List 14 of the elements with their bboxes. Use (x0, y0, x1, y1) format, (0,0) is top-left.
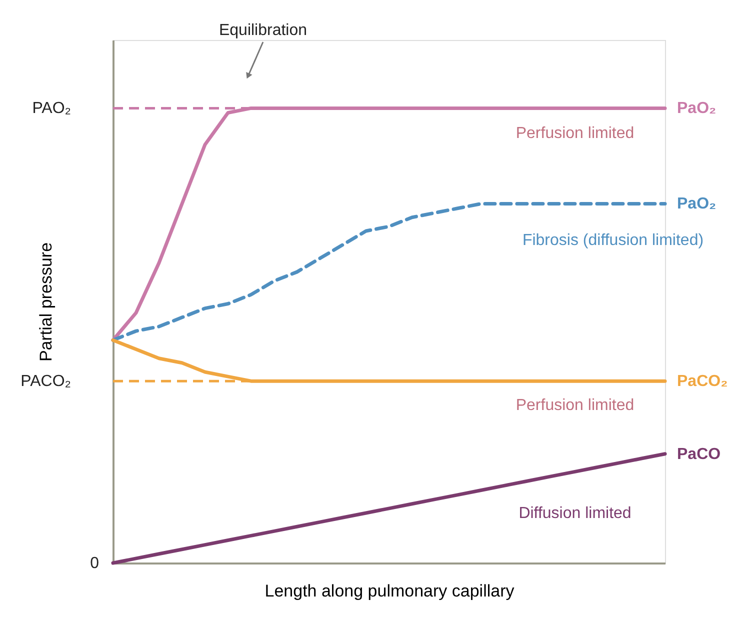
ref-line-label: PAO₂ (32, 100, 71, 118)
series-label: PaO₂ (677, 196, 716, 213)
y-axis-title: Partial pressure (36, 242, 56, 362)
annotation: Fibrosis (diffusion limited) (522, 232, 704, 249)
series-label: PaO₂ (677, 100, 716, 118)
text: 0 (90, 555, 100, 572)
series-label: PaCO₂ (677, 373, 728, 390)
annotation: Perfusion limited (516, 125, 634, 142)
x-axis-title: Length along pulmonary capillary (264, 582, 515, 600)
ref-line-label: PACO₂ (20, 373, 71, 390)
text: Equilibration (218, 22, 308, 39)
annotation: Perfusion limited (516, 397, 634, 414)
annotation: Diffusion limited (518, 505, 632, 522)
series-label: PaCO (677, 446, 721, 463)
